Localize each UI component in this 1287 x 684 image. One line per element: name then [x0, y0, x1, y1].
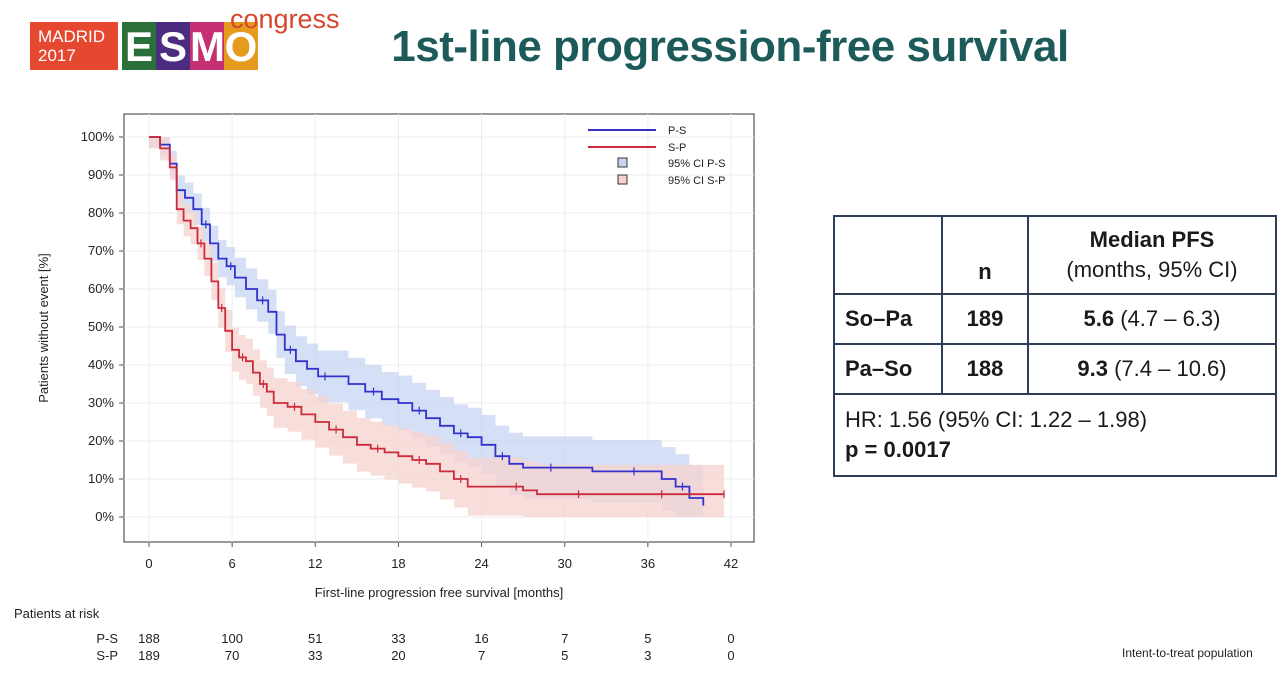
y-tick-label: 20%: [88, 433, 114, 448]
legend-label-ps: P-S: [668, 125, 686, 137]
legend-label-ci-sp: 95% CI S-P: [668, 175, 725, 187]
y-tick-label: 80%: [88, 205, 114, 220]
median-value: 9.3: [1077, 356, 1108, 381]
x-tick-label: 30: [557, 556, 571, 571]
at-risk-value: 70: [225, 648, 239, 663]
table-cell-arm: Pa–So: [833, 343, 943, 395]
table-cell-median: 5.6 (4.7 – 6.3): [1027, 293, 1277, 345]
logo-madrid-box: MADRID 2017: [30, 22, 118, 70]
logo-year: 2017: [38, 46, 76, 65]
y-tick-label: 100%: [81, 129, 115, 144]
at-risk-value: 7: [561, 631, 568, 646]
table-header-n: n: [941, 215, 1029, 295]
at-risk-value: 188: [138, 631, 160, 646]
at-risk-value: 0: [727, 631, 734, 646]
at-risk-value: 7: [478, 648, 485, 663]
legend-swatch-ci-sp: [617, 174, 628, 185]
logo-congress: congress: [230, 4, 340, 34]
table-header-blank: [833, 215, 943, 295]
x-tick-label: 18: [391, 556, 405, 571]
x-axis-label: First-line progression free survival [mo…: [315, 585, 564, 600]
at-risk-value: 100: [221, 631, 243, 646]
at-risk-value: 16: [474, 631, 488, 646]
median-pfs-table: n Median PFS (months, 95% CI) So–Pa 189 …: [833, 215, 1277, 477]
legend-label-sp: S-P: [668, 142, 686, 154]
y-axis-label: Patients without event [%]: [36, 253, 51, 403]
at-risk-value: 5: [561, 648, 568, 663]
population-footnote: Intent-to-treat population: [1122, 646, 1253, 660]
x-tick-label: 6: [229, 556, 236, 571]
hazard-ratio: HR: 1.56 (95% CI: 1.22 – 1.98): [845, 407, 1148, 432]
at-risk-value: 33: [308, 648, 322, 663]
x-tick-label: 0: [145, 556, 152, 571]
y-tick-label: 40%: [88, 357, 114, 372]
logo-letter: S: [156, 22, 190, 70]
km-chart: 0 6 12 18 24 30 36 420%10%20%30%40%50%60%70%80%…: [14, 113, 755, 663]
at-risk-value: 189: [138, 648, 160, 663]
median-value: 5.6: [1083, 306, 1115, 331]
logo-letter: M: [190, 22, 225, 70]
at-risk-value: 3: [644, 648, 651, 663]
x-tick-label: 42: [724, 556, 738, 571]
at-risk-value: 33: [391, 631, 405, 646]
median-ci: (7.4 – 10.6): [1114, 356, 1227, 381]
y-tick-label: 60%: [88, 281, 114, 296]
x-tick-label: 24: [474, 556, 488, 571]
at-risk-row-label: S-P: [96, 648, 118, 663]
y-tick-label: 30%: [88, 395, 114, 410]
table-cell-n: 188: [941, 343, 1029, 395]
table-row: Pa–So 188 9.3 (7.4 – 10.6): [833, 343, 1277, 395]
x-tick-label: 36: [641, 556, 655, 571]
logo-letter: E: [122, 22, 156, 70]
p-value: p = 0.0017: [845, 437, 951, 462]
y-tick-label: 70%: [88, 243, 114, 258]
table-footer: HR: 1.56 (95% CI: 1.22 – 1.98) p = 0.001…: [833, 393, 1277, 477]
table-footer-row: HR: 1.56 (95% CI: 1.22 – 1.98) p = 0.001…: [833, 393, 1277, 477]
congress-logo: MADRID 2017 E S M O congress: [30, 4, 340, 74]
median-ci: (4.7 – 6.3): [1120, 306, 1221, 331]
legend-swatch-ci-ps: [617, 157, 628, 168]
y-tick-label: 50%: [88, 319, 114, 334]
series-line-ps: [149, 136, 705, 506]
at-risk-row-label: P-S: [96, 631, 118, 646]
logo-letter: O: [224, 22, 258, 70]
logo-esmo: E S M O: [122, 22, 258, 70]
x-tick-label: 12: [308, 556, 322, 571]
at-risk-value: 5: [644, 631, 651, 646]
table-header-median: Median PFS (months, 95% CI): [1027, 215, 1277, 295]
at-risk-value: 0: [727, 648, 734, 663]
table-header-row: n Median PFS (months, 95% CI): [833, 215, 1277, 295]
at-risk-value: 20: [391, 648, 405, 663]
logo-city: MADRID: [38, 27, 106, 46]
ci-band-sp: [149, 137, 725, 517]
table-header-median-title: Median PFS: [1089, 227, 1215, 252]
y-tick-label: 90%: [88, 167, 114, 182]
at-risk-value: 51: [308, 631, 322, 646]
table-row: So–Pa 189 5.6 (4.7 – 6.3): [833, 293, 1277, 345]
legend-label-ci-ps: 95% CI P-S: [668, 158, 725, 170]
y-tick-label: 10%: [88, 471, 114, 486]
page-title: 1st-line progression-free survival: [391, 22, 1069, 71]
table-cell-arm: So–Pa: [833, 293, 943, 345]
y-tick-label: 0%: [95, 509, 114, 524]
at-risk-title: Patients at risk: [14, 606, 100, 621]
table-cell-n: 189: [941, 293, 1029, 345]
table-cell-median: 9.3 (7.4 – 10.6): [1027, 343, 1277, 395]
table-header-median-sub: (months, 95% CI): [1066, 257, 1238, 282]
